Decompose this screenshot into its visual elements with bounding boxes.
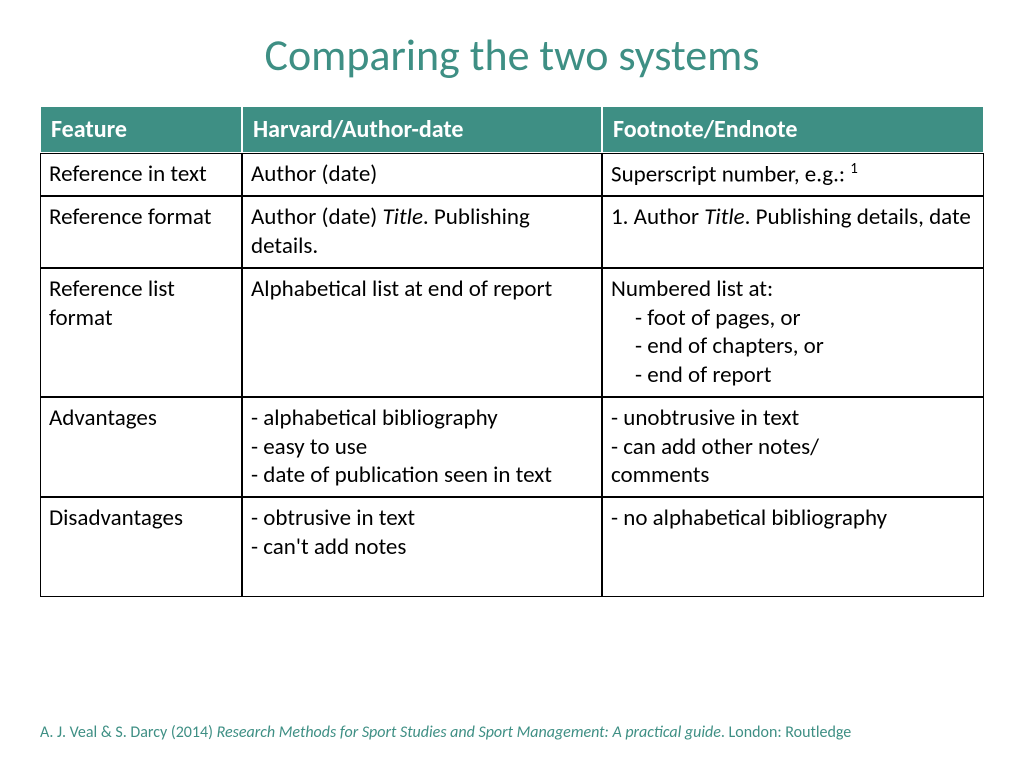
cell-footnote: Superscript number, e.g.: 1 (602, 153, 984, 196)
col-header-feature: Feature (40, 106, 242, 153)
text: Superscript number, e.g.: (611, 161, 850, 189)
cell-harvard: Author (date) (242, 153, 602, 196)
text: Author (date) (251, 203, 382, 231)
text: comments (611, 461, 709, 489)
table-row: Advantages - alphabetical bibliography -… (40, 397, 984, 497)
cell-feature: Reference in text (40, 153, 242, 196)
citation: A. J. Veal & S. Darcy (2014) Research Me… (40, 723, 984, 742)
cell-feature: Reference format (40, 196, 242, 268)
table-row: Reference list format Alphabetical list … (40, 268, 984, 397)
cell-footnote: - no alphabetical bibliography (602, 497, 984, 597)
table-row: Reference format Author (date) Title. Pu… (40, 196, 984, 268)
cell-feature: Reference list format (40, 268, 242, 397)
citation-publisher: . London: Routledge (721, 723, 851, 742)
cell-harvard: Alphabetical list at end of report (242, 268, 602, 397)
cell-feature: Disadvantages (40, 497, 242, 597)
italic-text: Title (382, 203, 422, 231)
header-row: Feature Harvard/Author-date Footnote/End… (40, 106, 984, 153)
page-title: Comparing the two systems (40, 28, 984, 82)
text: 1. Author (611, 203, 704, 231)
bullet: - alphabetical bibliography (251, 404, 498, 432)
bullet: - easy to use (251, 433, 367, 461)
italic-text: Title (704, 203, 744, 231)
bullet: - end of report (611, 361, 772, 390)
bullet: - end of chapters, or (611, 332, 824, 361)
citation-authors: A. J. Veal & S. Darcy (2014) (40, 723, 217, 742)
cell-feature: Advantages (40, 397, 242, 497)
cell-footnote: - unobtrusive in text - can add other no… (602, 397, 984, 497)
superscript: 1 (850, 160, 858, 178)
table-row: Disadvantages - obtrusive in text - can'… (40, 497, 984, 597)
bullet: - can add other notes/ (611, 433, 819, 461)
text: . Publishing details, date (745, 203, 971, 231)
citation-title: Research Methods for Sport Studies and S… (217, 723, 721, 742)
comparison-table: Feature Harvard/Author-date Footnote/End… (40, 106, 984, 597)
text: Numbered list at: (611, 275, 773, 303)
bullet: - date of publication seen in text (251, 461, 552, 489)
cell-harvard: Author (date) Title. Publishing details. (242, 196, 602, 268)
cell-harvard: - obtrusive in text - can't add notes (242, 497, 602, 597)
table-row: Reference in text Author (date) Superscr… (40, 153, 984, 196)
col-header-footnote: Footnote/Endnote (602, 106, 984, 153)
cell-harvard: - alphabetical bibliography - easy to us… (242, 397, 602, 497)
cell-footnote: Numbered list at: - foot of pages, or - … (602, 268, 984, 397)
bullet: - can't add notes (251, 533, 406, 561)
bullet: - foot of pages, or (611, 304, 801, 333)
col-header-harvard: Harvard/Author-date (242, 106, 602, 153)
bullet: - obtrusive in text (251, 504, 415, 532)
bullet: - unobtrusive in text (611, 404, 799, 432)
cell-footnote: 1. Author Title. Publishing details, dat… (602, 196, 984, 268)
